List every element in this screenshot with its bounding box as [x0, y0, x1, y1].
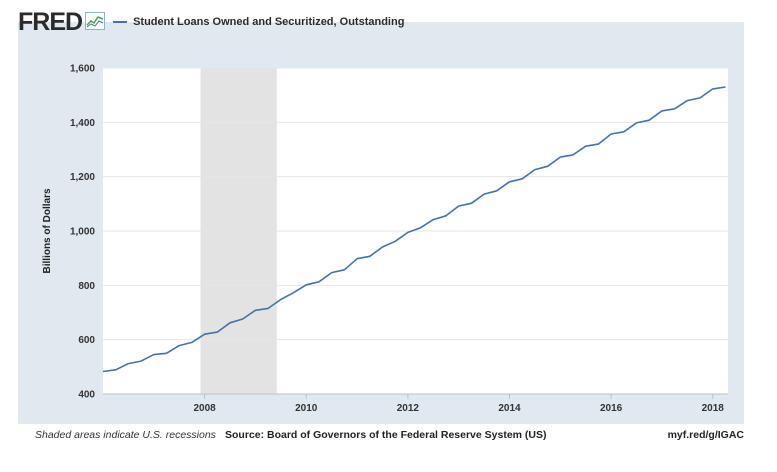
y-axis-label: Billions of Dollars — [42, 188, 53, 273]
series-line — [102, 86, 726, 373]
y-tick-label: 1,400 — [70, 118, 95, 129]
y-tick-label: 1,000 — [70, 227, 95, 238]
x-tick-label: 2008 — [194, 403, 217, 414]
x-tick-label: 2018 — [702, 403, 725, 414]
y-tick-label: 1,600 — [70, 64, 95, 75]
x-tick-label: 2012 — [397, 403, 420, 414]
x-tick-label: 2010 — [295, 403, 318, 414]
y-tick-label: 600 — [78, 335, 95, 346]
chart-header: FRED Student Loans Owned and Securitized… — [18, 8, 404, 36]
short-link[interactable]: myf.red/g/IGAC — [667, 429, 744, 441]
fred-logo[interactable]: FRED — [18, 7, 83, 36]
chart-title: Student Loans Owned and Securitized, Out… — [133, 16, 405, 28]
y-tick-label: 800 — [78, 281, 95, 292]
x-tick-label: 2014 — [498, 403, 521, 414]
y-tick-label: 400 — [78, 390, 95, 401]
y-tick-label: 1,200 — [70, 172, 95, 183]
line-chart-icon — [85, 11, 106, 35]
recession-note: Shaded areas indicate U.S. recessions — [35, 429, 216, 441]
x-tick-label: 2016 — [600, 403, 623, 414]
source-note: Source: Board of Governors of the Federa… — [225, 429, 547, 441]
legend-swatch — [113, 21, 128, 23]
